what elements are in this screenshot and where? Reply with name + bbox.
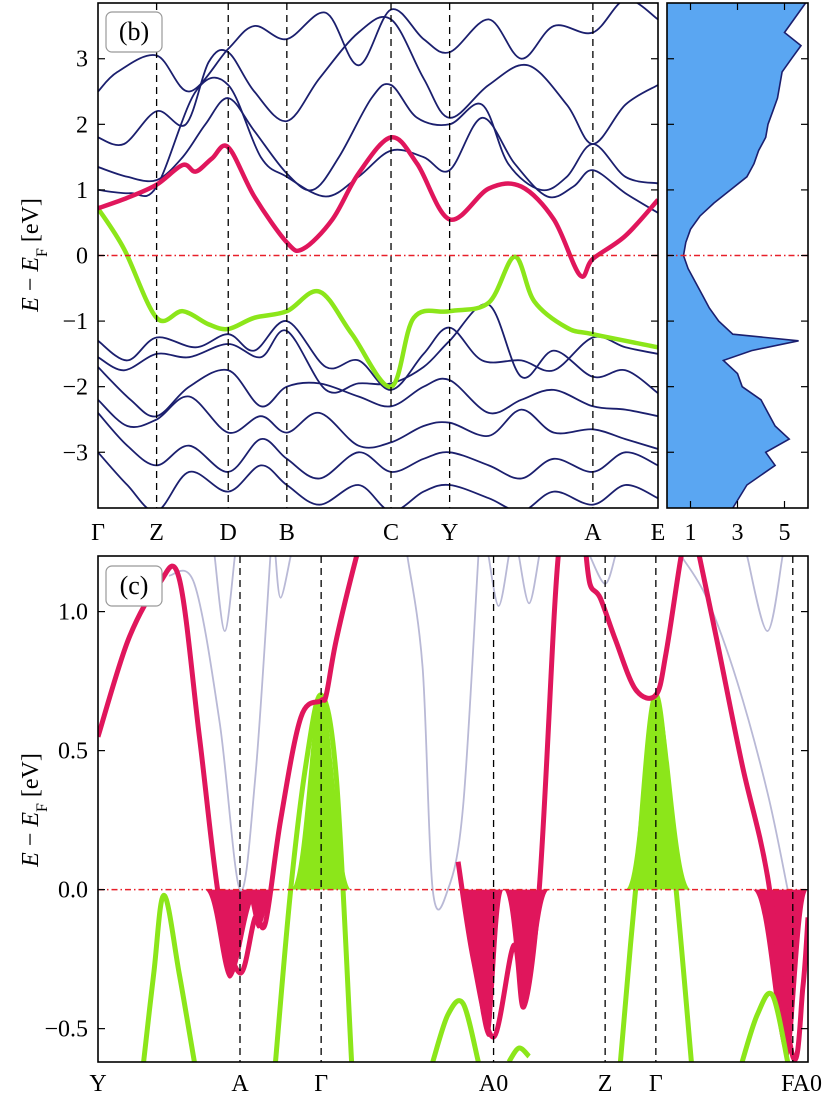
plot-frame [97, 555, 809, 1063]
y-tick-label: −0.5 [44, 1017, 88, 1043]
band-line-7 [98, 395, 658, 450]
band-line-2 [98, 83, 658, 192]
hole-pocket-1 [625, 695, 692, 890]
plot-area [98, 556, 808, 1062]
ghost-band-0 [168, 556, 272, 892]
y-tick-label: 0.0 [58, 878, 88, 904]
upper-band-segment-1 [455, 556, 561, 1040]
ghost-band-6 [589, 556, 617, 585]
plot-area [98, 3, 658, 508]
hole-pocket-0 [290, 695, 352, 890]
ghost-band-7 [680, 556, 789, 890]
band-line-3 [98, 76, 658, 214]
lower-band-segment-5 [739, 990, 791, 1062]
x-tick-label: A [584, 520, 602, 546]
x-tick-label: Z [149, 520, 164, 546]
x-tick-label: Y [441, 520, 458, 546]
y-tick-label: −1 [62, 309, 88, 335]
band-line-6 [98, 366, 658, 418]
y-tick-label: 1.0 [58, 600, 88, 626]
y-tick-label: 2 [76, 112, 88, 138]
x-tick-label: Z [598, 1071, 613, 1096]
x-tick-label: A [231, 1071, 249, 1096]
panel-b: −3 −2 −1 0 1 2 3 Γ Z D B C Y A E E − EF [eV] (b) [18, 2, 666, 546]
x-tick-label: C [383, 520, 399, 546]
x-tick-label: 3 [732, 520, 744, 546]
x-tick-label: Y [89, 1071, 106, 1096]
lower-band-segment-0 [141, 892, 197, 1062]
panel-b-dos: 1 3 5 [666, 2, 809, 546]
x-tick-label: 1 [685, 520, 697, 546]
electron-pocket-0 [204, 889, 261, 979]
panel-label: (c) [120, 571, 149, 600]
y-tick-label: 0 [76, 244, 88, 270]
y-axis-label: E − EF [eV] [18, 753, 51, 868]
x-tick-label: FA0 [781, 1071, 822, 1096]
upper-band-segment-0 [98, 556, 360, 976]
band-line-4 [98, 320, 658, 391]
ghost-band-4 [487, 556, 510, 607]
panel-label-box [105, 565, 163, 607]
ghost-band-8 [746, 556, 784, 633]
x-tick-label: Γ [649, 1071, 663, 1096]
band-line-1 [98, 15, 658, 146]
ghost-band-2 [274, 556, 292, 599]
y-axis-label: E − EF [eV] [18, 198, 51, 313]
panel-label-box [105, 11, 163, 53]
ghost-band-5 [518, 556, 541, 605]
y-tick-label: 0.5 [58, 739, 88, 765]
dos-fill [667, 3, 806, 508]
band-line-8 [98, 412, 658, 480]
y-tick-label: −3 [62, 440, 88, 466]
x-tick-label: Γ [314, 1071, 328, 1096]
upper-band-segment-3 [696, 556, 808, 1062]
y-tick-label: −2 [62, 375, 88, 401]
highlight-band-upper [98, 135, 658, 279]
x-tick-label: E [651, 520, 666, 546]
x-tick-label: 5 [779, 520, 791, 546]
lower-band-segment-1 [273, 692, 355, 1062]
band-line-5 [98, 303, 658, 394]
x-tick-label: Γ [91, 520, 105, 546]
y-tick-label: 3 [76, 47, 88, 73]
y-tick-label: 1 [76, 178, 88, 204]
x-tick-label: A0 [479, 1071, 508, 1096]
panel-label: (b) [119, 17, 149, 46]
upper-band-segment-2 [583, 556, 684, 701]
ghost-band-1 [213, 556, 236, 633]
highlight-band-lower [98, 207, 658, 389]
lower-band-segment-2 [430, 998, 481, 1062]
x-tick-label: B [279, 520, 295, 546]
band-line-0 [98, 3, 658, 93]
ghost-band-3 [406, 556, 480, 911]
lower-band-segment-3 [506, 1045, 531, 1062]
panel-c: −0.5 0.0 0.5 1.0 Y A Γ A0 Z Γ FA0 E − EF [eV] (c) [18, 555, 822, 1096]
band-line-9 [98, 451, 658, 508]
x-tick-label: D [220, 520, 237, 546]
